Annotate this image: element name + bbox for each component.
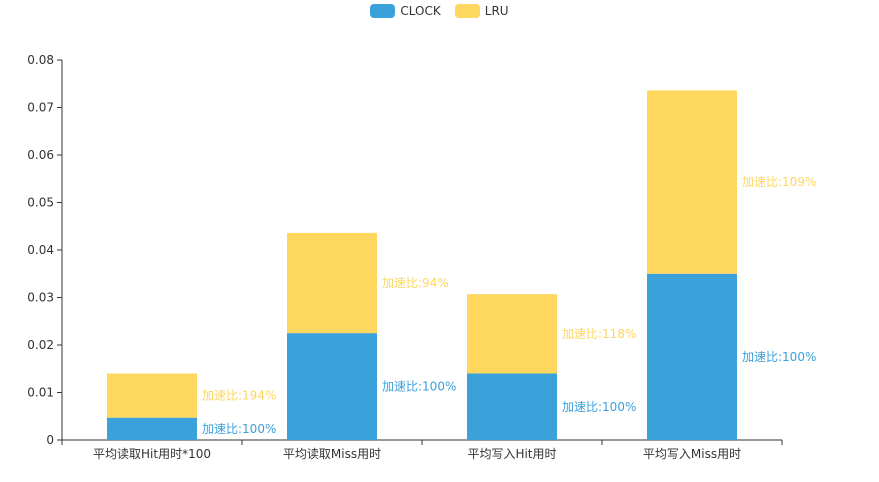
y-tick-label: 0.07 (27, 101, 54, 115)
bar-clock-1 (287, 333, 377, 440)
data-label-clock-2: 加速比:100% (562, 400, 636, 414)
bar-lru-1 (287, 232, 377, 334)
legend-label-clock: CLOCK (400, 4, 441, 18)
y-tick-label: 0.03 (27, 291, 54, 305)
x-tick-label: 平均写入Miss用时 (643, 447, 741, 461)
y-tick-label: 0.05 (27, 196, 54, 210)
data-label-clock-0: 加速比:100% (202, 422, 276, 436)
y-tick-label: 0.02 (27, 338, 54, 352)
data-label-lru-0: 加速比:194% (202, 389, 276, 403)
y-tick-label: 0.06 (27, 148, 54, 162)
x-tick-label: 平均写入Hit用时 (467, 447, 556, 461)
x-tick-label: 平均读取Miss用时 (283, 447, 381, 461)
bar-clock-0 (107, 417, 197, 440)
x-tick-label: 平均读取Hit用时*100 (93, 447, 211, 461)
data-label-clock-1: 加速比:100% (382, 380, 456, 394)
data-label-lru-1: 加速比:94% (382, 276, 449, 290)
bar-lru-3 (647, 90, 737, 274)
y-tick-label: 0.04 (27, 243, 54, 257)
y-tick-label: 0 (46, 433, 54, 447)
legend-item-clock[interactable]: CLOCK (370, 4, 441, 18)
legend-item-lru[interactable]: LRU (454, 4, 509, 18)
bar-lru-0 (107, 373, 197, 418)
y-tick-label: 0.08 (27, 53, 54, 67)
bar-clock-2 (467, 373, 557, 440)
bar-lru-2 (467, 294, 557, 374)
data-label-lru-2: 加速比:118% (562, 327, 636, 341)
y-tick-label: 0.01 (27, 386, 54, 400)
legend: CLOCK LRU (0, 4, 879, 18)
legend-label-lru: LRU (484, 4, 509, 18)
data-label-clock-3: 加速比:100% (742, 350, 816, 364)
legend-swatch-lru (454, 4, 480, 18)
bar-clock-3 (647, 273, 737, 440)
data-label-lru-3: 加速比:109% (742, 175, 816, 189)
legend-swatch-clock (370, 4, 396, 18)
